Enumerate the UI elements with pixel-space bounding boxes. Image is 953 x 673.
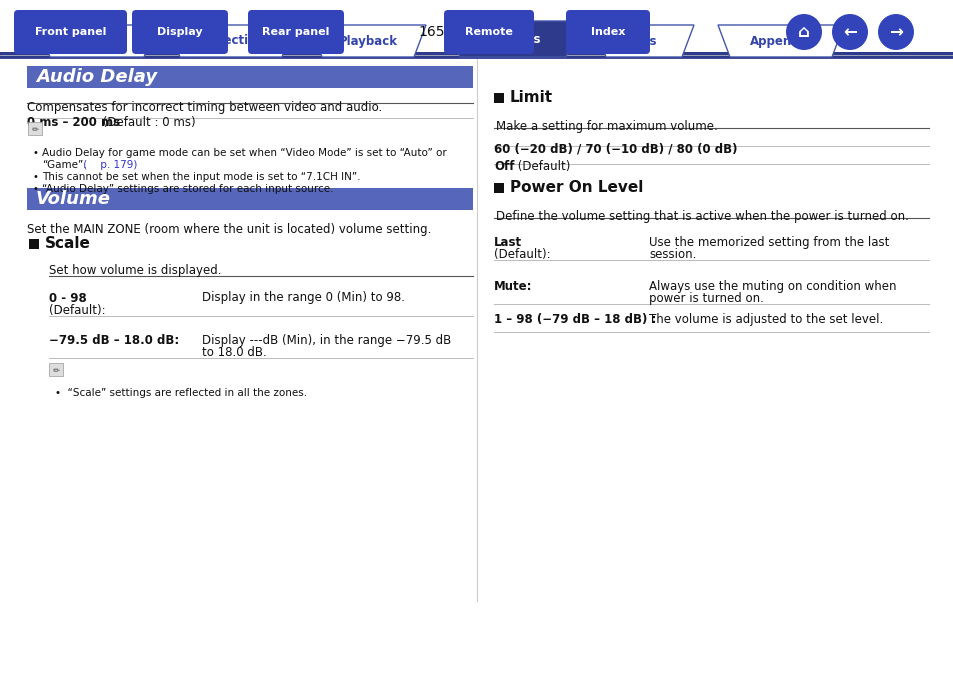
Text: Settings: Settings bbox=[485, 32, 540, 46]
Circle shape bbox=[877, 14, 913, 50]
Text: Connections: Connections bbox=[190, 34, 272, 48]
Text: to 18.0 dB.: to 18.0 dB. bbox=[202, 346, 267, 359]
FancyBboxPatch shape bbox=[132, 10, 228, 54]
Text: The volume is adjusted to the set level.: The volume is adjusted to the set level. bbox=[648, 314, 882, 326]
Text: Appendix: Appendix bbox=[749, 34, 811, 48]
Text: 1 – 98 (−79 dB – 18 dB) :: 1 – 98 (−79 dB – 18 dB) : bbox=[494, 314, 656, 326]
Text: power is turned on.: power is turned on. bbox=[648, 292, 763, 305]
Text: •: • bbox=[33, 184, 39, 194]
Text: Audio Delay: Audio Delay bbox=[36, 68, 157, 86]
Text: Audio Delay for game mode can be set when “Video Mode” is set to “Auto” or: Audio Delay for game mode can be set whe… bbox=[42, 148, 446, 158]
Polygon shape bbox=[594, 25, 693, 57]
Bar bbox=[27, 188, 473, 210]
Text: Scale: Scale bbox=[45, 236, 91, 250]
Text: Display ---dB (Min), in the range −79.5 dB: Display ---dB (Min), in the range −79.5 … bbox=[202, 334, 451, 347]
Text: Last: Last bbox=[494, 236, 521, 249]
Text: Tips: Tips bbox=[630, 34, 657, 48]
FancyBboxPatch shape bbox=[248, 10, 344, 54]
Text: Set how volume is displayed.: Set how volume is displayed. bbox=[49, 264, 221, 277]
Text: session.: session. bbox=[648, 248, 696, 261]
Text: “Game”.: “Game”. bbox=[42, 160, 87, 170]
Text: Rear panel: Rear panel bbox=[262, 27, 330, 37]
Text: Use the memorized setting from the last: Use the memorized setting from the last bbox=[648, 236, 888, 249]
Polygon shape bbox=[38, 25, 156, 57]
Polygon shape bbox=[168, 25, 294, 57]
Text: (Default): (Default) bbox=[514, 160, 570, 173]
Text: −79.5 dB – 18.0 dB:: −79.5 dB – 18.0 dB: bbox=[49, 334, 179, 347]
Text: Front panel: Front panel bbox=[34, 27, 106, 37]
Text: Define the volume setting that is active when the power is turned on.: Define the volume setting that is active… bbox=[496, 210, 908, 223]
Text: Make a setting for maximum volume.: Make a setting for maximum volume. bbox=[496, 120, 717, 133]
Text: 60 (−20 dB) / 70 (−10 dB) / 80 (0 dB): 60 (−20 dB) / 70 (−10 dB) / 80 (0 dB) bbox=[494, 142, 737, 155]
Text: Limit: Limit bbox=[510, 90, 553, 106]
Text: ←: ← bbox=[842, 23, 856, 41]
Text: Display in the range 0 (Min) to 98.: Display in the range 0 (Min) to 98. bbox=[202, 291, 405, 304]
Text: Always use the muting on condition when: Always use the muting on condition when bbox=[648, 280, 896, 293]
Circle shape bbox=[785, 14, 821, 50]
Bar bbox=[27, 66, 473, 88]
Text: Power On Level: Power On Level bbox=[510, 180, 642, 195]
Text: Index: Index bbox=[590, 27, 624, 37]
Polygon shape bbox=[448, 21, 578, 57]
Text: 165: 165 bbox=[418, 25, 445, 39]
Text: ✏: ✏ bbox=[52, 365, 59, 374]
Text: Playback: Playback bbox=[338, 34, 397, 48]
Text: ⌂: ⌂ bbox=[798, 23, 809, 41]
Text: (Default):: (Default): bbox=[49, 304, 106, 317]
Text: •: • bbox=[33, 172, 39, 182]
Bar bbox=[28, 122, 42, 135]
Text: Volume: Volume bbox=[36, 190, 111, 208]
Polygon shape bbox=[310, 25, 426, 57]
Text: Off: Off bbox=[494, 160, 514, 173]
Bar bbox=[49, 363, 63, 376]
Circle shape bbox=[831, 14, 867, 50]
Text: Mute:: Mute: bbox=[494, 279, 532, 293]
FancyBboxPatch shape bbox=[14, 10, 127, 54]
Bar bbox=[494, 183, 503, 193]
Bar bbox=[0, 52, 953, 57]
Text: •  “Scale” settings are reflected in all the zones.: • “Scale” settings are reflected in all … bbox=[55, 388, 307, 398]
Text: •: • bbox=[33, 148, 39, 158]
Text: This cannot be set when the input mode is set to “7.1CH IN”.: This cannot be set when the input mode i… bbox=[42, 172, 360, 182]
Text: (    p. 179): ( p. 179) bbox=[80, 160, 137, 170]
Text: (Default):: (Default): bbox=[494, 248, 550, 261]
Bar bbox=[494, 93, 503, 103]
Text: →: → bbox=[888, 23, 902, 41]
FancyBboxPatch shape bbox=[443, 10, 534, 54]
Text: Display: Display bbox=[157, 27, 203, 37]
Text: 0 - 98: 0 - 98 bbox=[49, 292, 87, 305]
Text: (Default : 0 ms): (Default : 0 ms) bbox=[99, 116, 195, 129]
Text: Set the MAIN ZONE (room where the unit is located) volume setting.: Set the MAIN ZONE (room where the unit i… bbox=[27, 223, 431, 236]
Text: 0 ms – 200 ms: 0 ms – 200 ms bbox=[27, 116, 120, 129]
Polygon shape bbox=[718, 25, 843, 57]
FancyBboxPatch shape bbox=[565, 10, 649, 54]
Text: Remote: Remote bbox=[464, 27, 513, 37]
Text: ✏: ✏ bbox=[31, 124, 38, 133]
Text: Contents: Contents bbox=[67, 34, 127, 48]
Bar bbox=[29, 239, 39, 249]
Text: “Audio Delay” settings are stored for each input source.: “Audio Delay” settings are stored for ea… bbox=[42, 184, 334, 194]
Text: Compensates for incorrect timing between video and audio.: Compensates for incorrect timing between… bbox=[27, 101, 382, 114]
